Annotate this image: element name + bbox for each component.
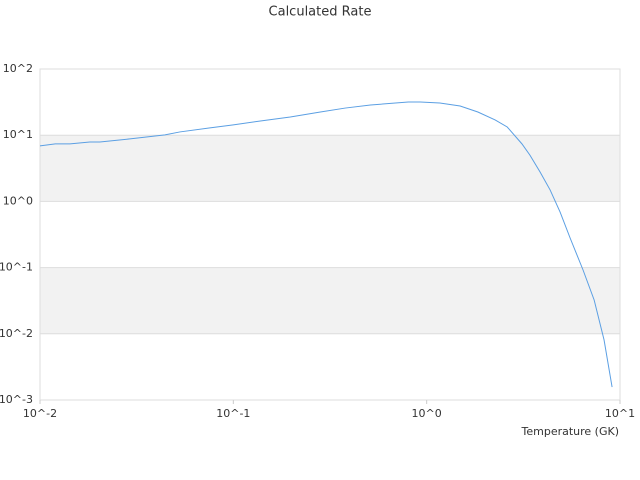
y-tick-label: 10^0 xyxy=(3,194,33,207)
x-tick-label: 10^-2 xyxy=(23,407,57,420)
plot-frame xyxy=(39,68,621,401)
y-tick-label: 10^2 xyxy=(3,62,33,75)
line xyxy=(39,101,613,388)
x-axis-label: Temperature (GK) xyxy=(521,425,620,438)
x-tick-label: 10^1 xyxy=(605,407,635,420)
y-tick-label: 10^-2 xyxy=(0,327,33,340)
y-tick-label: 10^-1 xyxy=(0,261,33,274)
x-tick-label: 10^-1 xyxy=(216,407,250,420)
x-tick-label: 10^0 xyxy=(412,407,442,420)
grid-band xyxy=(40,135,620,202)
grid-band xyxy=(40,267,620,334)
y-tick-label: 10^1 xyxy=(3,128,33,141)
y-tick-label: 10^-3 xyxy=(0,393,33,406)
chart-title: Calculated Rate xyxy=(269,5,372,20)
